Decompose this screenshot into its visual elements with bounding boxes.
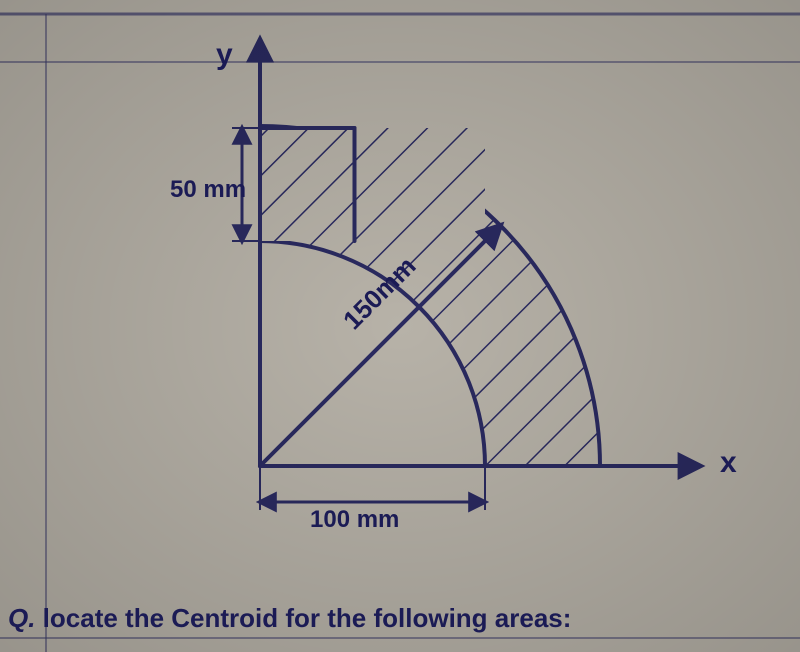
question-prefix: Q. (8, 603, 43, 633)
paper-surface (0, 0, 800, 652)
dim-50-label: 50 mm (170, 176, 246, 204)
x-axis-label: x (720, 446, 737, 480)
y-axis-label: y (216, 38, 233, 72)
question-body: locate the Centroid for the following ar… (43, 603, 572, 633)
question-text: Q. locate the Centroid for the following… (8, 603, 792, 634)
dim-100-label: 100 mm (310, 506, 399, 534)
diagram-svg (0, 0, 800, 652)
